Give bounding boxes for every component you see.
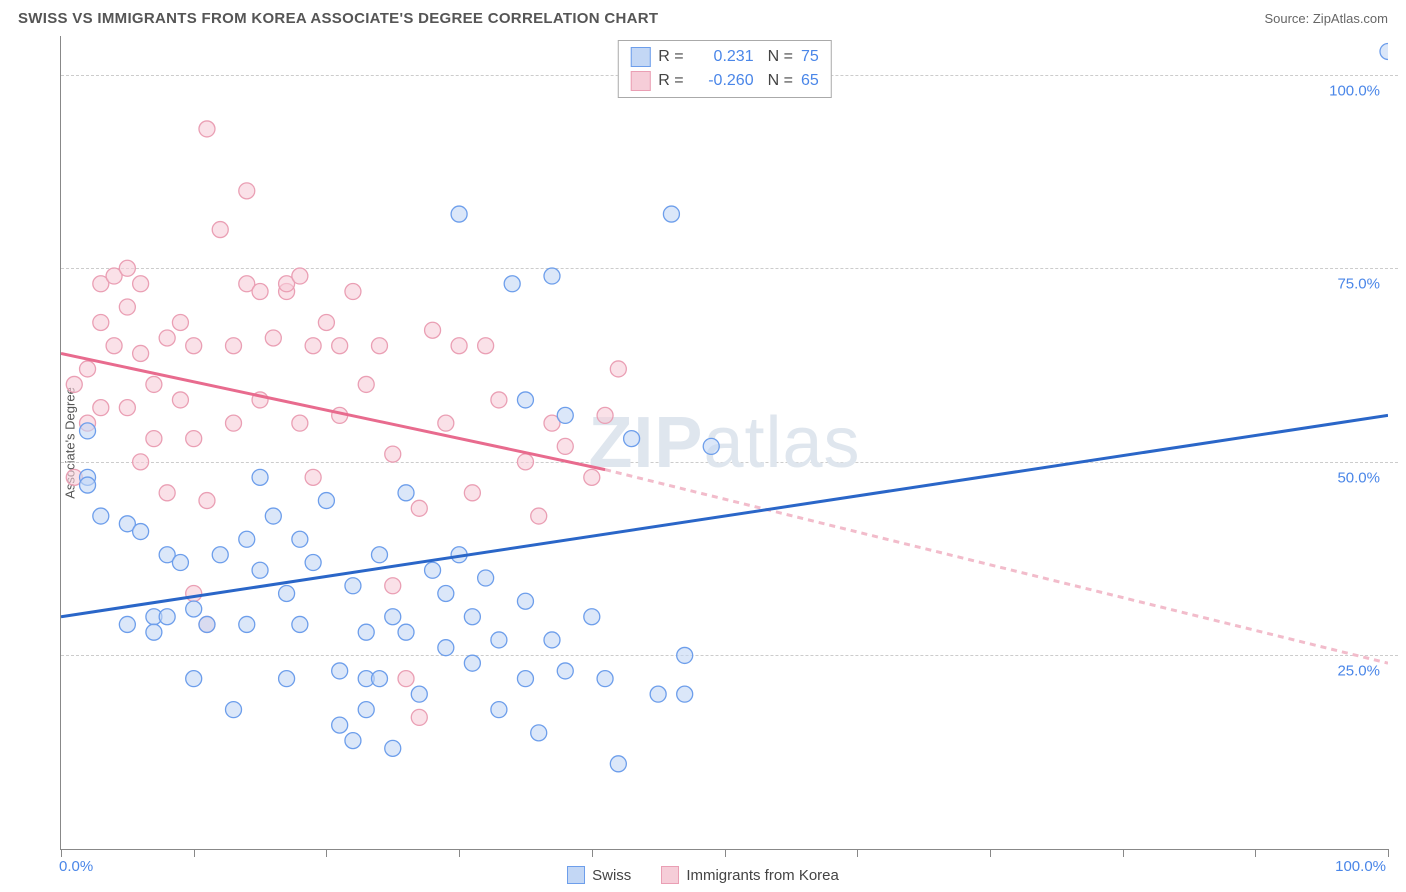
swatch-korea [630,71,650,91]
source-label: Source: ZipAtlas.com [1264,11,1388,26]
bottom-legend: Swiss Immigrants from Korea [0,866,1406,884]
x-tick [194,849,195,857]
x-tick [990,849,991,857]
legend-item-swiss: Swiss [567,866,631,884]
x-tick [459,849,460,857]
stats-row-swiss: R = 0.231 N = 75 [630,45,818,69]
x-tick [592,849,593,857]
legend-label-swiss: Swiss [592,867,631,884]
swatch-swiss-icon [567,866,585,884]
n-value-korea: 65 [801,69,819,93]
x-tick [1123,849,1124,857]
x-tick [725,849,726,857]
header: SWISS VS IMMIGRANTS FROM KOREA ASSOCIATE… [0,0,1406,33]
swatch-korea-icon [661,866,679,884]
scatter-svg [61,36,1388,849]
swatch-swiss [630,47,650,67]
x-tick [857,849,858,857]
x-tick [1255,849,1256,857]
stats-legend-box: R = 0.231 N = 75 R = -0.260 N = 65 [617,40,831,98]
x-tick [1388,849,1389,857]
n-value-swiss: 75 [801,45,819,69]
x-tick [61,849,62,857]
chart-area: Associate's Degree ZIPatlas R = 0.231 N … [18,36,1388,850]
r-value-swiss: 0.231 [692,45,754,69]
legend-item-korea: Immigrants from Korea [661,866,839,884]
chart-title: SWISS VS IMMIGRANTS FROM KOREA ASSOCIATE… [18,10,658,27]
plot-region: ZIPatlas R = 0.231 N = 75 R = -0.260 N =… [60,36,1388,850]
r-value-korea: -0.260 [692,69,754,93]
legend-label-korea: Immigrants from Korea [686,867,839,884]
stats-row-korea: R = -0.260 N = 65 [630,69,818,93]
x-tick [326,849,327,857]
